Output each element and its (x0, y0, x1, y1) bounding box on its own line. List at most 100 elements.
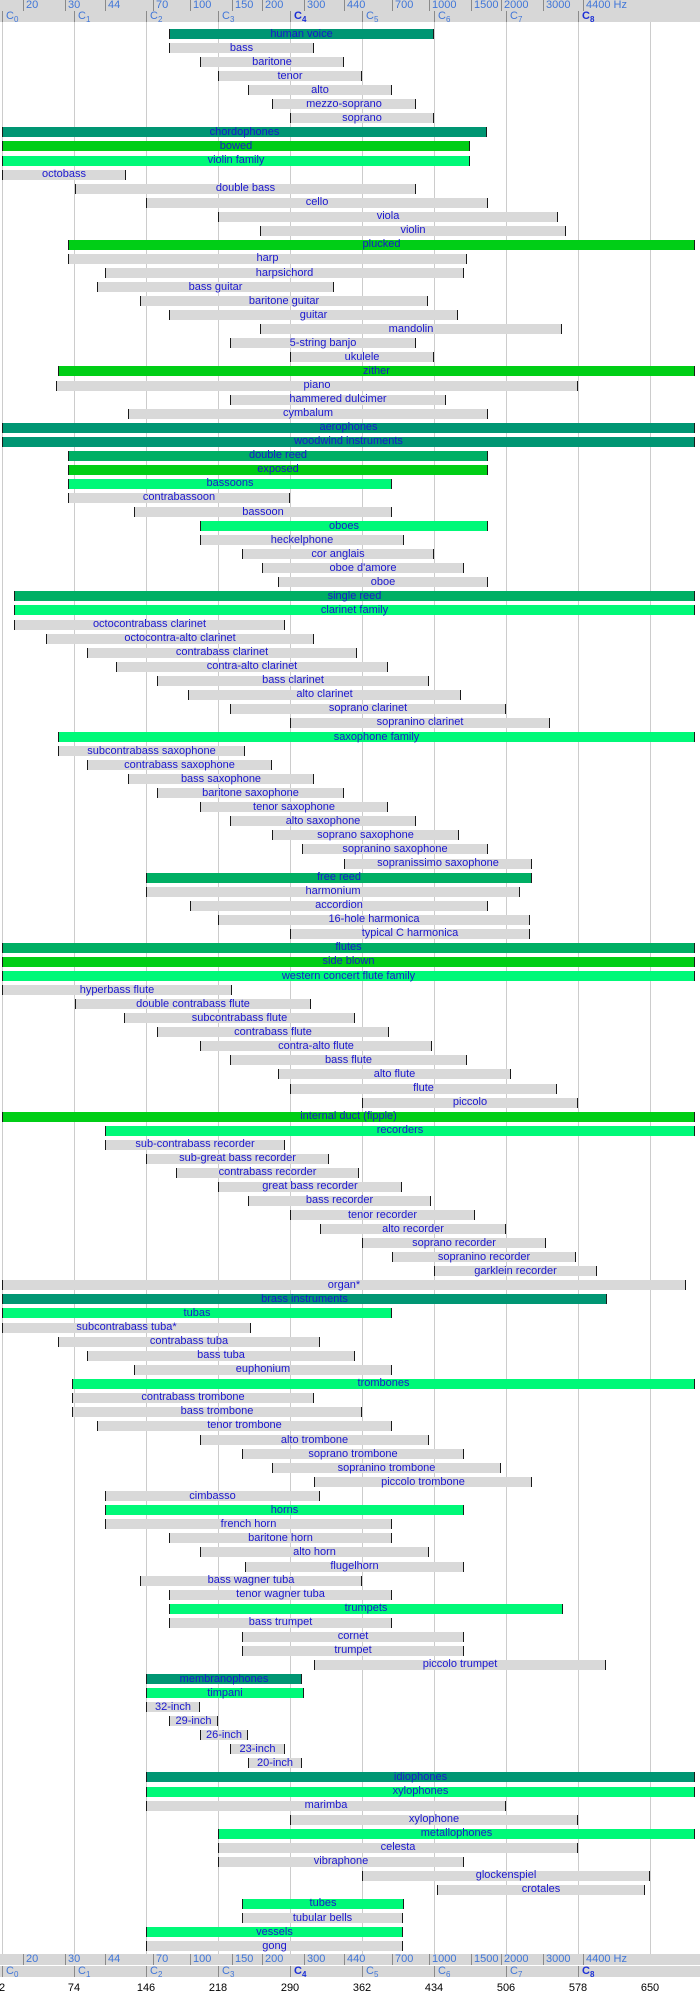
range-start-tick (230, 703, 231, 714)
range-bar-label: baritone saxophone (202, 786, 299, 799)
octave-tick (146, 1966, 147, 1977)
range-bar-bass-guitar (97, 282, 334, 293)
range-start-tick (2, 436, 3, 447)
range-start-tick (2, 127, 3, 138)
octave-label: C1 (78, 1965, 91, 1980)
range-bar-label: xylophones (392, 1785, 449, 1797)
range-start-tick (190, 900, 191, 911)
range-bar-piccolo-trombone (314, 1477, 532, 1488)
range-bar-saxophone-family (58, 732, 695, 742)
range-start-tick (14, 605, 15, 616)
range-bar-subcontrabass-saxophone (58, 746, 245, 757)
range-end-tick (596, 1266, 597, 1277)
range-end-tick (284, 1744, 285, 1755)
octave-label: C6 (438, 1965, 451, 1980)
range-start-tick (344, 858, 345, 869)
range-start-tick (105, 1491, 106, 1502)
range-end-tick (244, 746, 245, 757)
range-end-tick (391, 478, 392, 489)
range-bar-label: sopranino trombone (337, 1461, 436, 1474)
range-bar-label: cornet (337, 1630, 369, 1643)
range-start-tick (230, 1744, 231, 1755)
range-start-tick (169, 1533, 170, 1544)
range-bar-membranophones (146, 1674, 302, 1685)
octave-label: C5 (366, 1965, 379, 1980)
range-bar-label: contrabass recorder (218, 1166, 317, 1179)
range-end-tick (575, 1252, 576, 1263)
range-bar-label: sopranino clarinet (376, 716, 464, 729)
range-start-tick (68, 253, 69, 264)
octave-tick (506, 11, 507, 22)
range-start-tick (146, 197, 147, 208)
range-bar-bass-wagner-tuba (140, 1575, 362, 1586)
range-end-tick (694, 1111, 695, 1122)
range-bar-subcontrabass-tuba (2, 1322, 251, 1333)
octave-tick (2, 11, 3, 22)
octave-tick (506, 1966, 507, 1977)
range-bar-piano (56, 380, 578, 391)
range-bar-tenor-recorder (290, 1210, 475, 1221)
range-bar-label: internal duct (fipple) (300, 1110, 397, 1123)
range-start-tick (218, 914, 219, 925)
range-start-tick (314, 1477, 315, 1488)
range-bar-baritone-saxophone (157, 788, 344, 799)
range-bar-label: violin family (207, 154, 265, 167)
range-end-tick (487, 521, 488, 532)
range-bar-flute (290, 1083, 557, 1094)
range-end-tick (694, 1828, 695, 1839)
range-bar-bassoon (134, 507, 392, 518)
ruler-number: 218 (208, 1982, 228, 1994)
range-bar-label: tenor (277, 69, 303, 82)
range-bar-label: bassoon (242, 505, 284, 518)
range-start-tick (230, 1055, 231, 1066)
range-end-tick (313, 43, 314, 54)
range-end-tick (430, 1195, 431, 1206)
range-bar-alto-saxophone (230, 816, 416, 827)
range-bar-organ (2, 1280, 686, 1291)
range-end-tick (500, 1463, 501, 1474)
range-end-tick (463, 563, 464, 574)
range-start-tick (290, 352, 291, 363)
range-end-tick (469, 141, 470, 152)
range-bar-label: bass (229, 41, 254, 54)
range-bar-hammered-dulcimer (230, 394, 446, 405)
range-end-tick (387, 661, 388, 672)
frequency-label: 3000 (546, 1953, 571, 1965)
range-end-tick (557, 211, 558, 222)
range-bar-label: contrabass saxophone (124, 758, 235, 771)
octave-label: C1 (78, 10, 91, 25)
octave-label: C6 (438, 10, 451, 25)
top-octave-scale (0, 11, 700, 22)
frequency-tick (190, 1954, 191, 1965)
range-bar-mandolin (260, 324, 562, 335)
range-bar-sopranino-saxophone (302, 844, 488, 855)
octave-tick (578, 1966, 579, 1977)
octave-label: C5 (366, 10, 379, 25)
range-start-tick (248, 1195, 249, 1206)
frequency-tick (543, 1954, 544, 1965)
range-bar-label: oboe (370, 575, 396, 588)
range-bar-label: sub-great bass recorder (179, 1152, 296, 1165)
range-bar-label: bass wagner tuba (207, 1574, 295, 1587)
range-start-tick (260, 225, 261, 236)
range-bar-label: ukulele (344, 350, 380, 363)
frequency-label: 20 (26, 0, 39, 11)
range-bar-ukulele (290, 352, 434, 363)
range-bar-label: piccolo trombone (381, 1475, 465, 1488)
range-bar-label: oboe d'amore (329, 561, 397, 574)
range-bar-label: 26-inch (205, 1728, 243, 1741)
range-start-tick (218, 1828, 219, 1839)
range-end-tick (649, 1870, 650, 1881)
range-bar-octobass (2, 169, 126, 180)
range-end-tick (391, 1589, 392, 1600)
range-start-tick (105, 1139, 106, 1150)
range-start-tick (169, 1716, 170, 1727)
range-end-tick (694, 971, 695, 982)
octave-label: C7 (510, 1965, 523, 1980)
range-bar-sopranino-trombone (272, 1463, 501, 1474)
range-end-tick (694, 591, 695, 602)
range-bar-label: trombones (357, 1377, 410, 1390)
range-end-tick (529, 914, 530, 925)
range-start-tick (146, 1772, 147, 1783)
range-bar-label: great bass recorder (262, 1180, 358, 1193)
